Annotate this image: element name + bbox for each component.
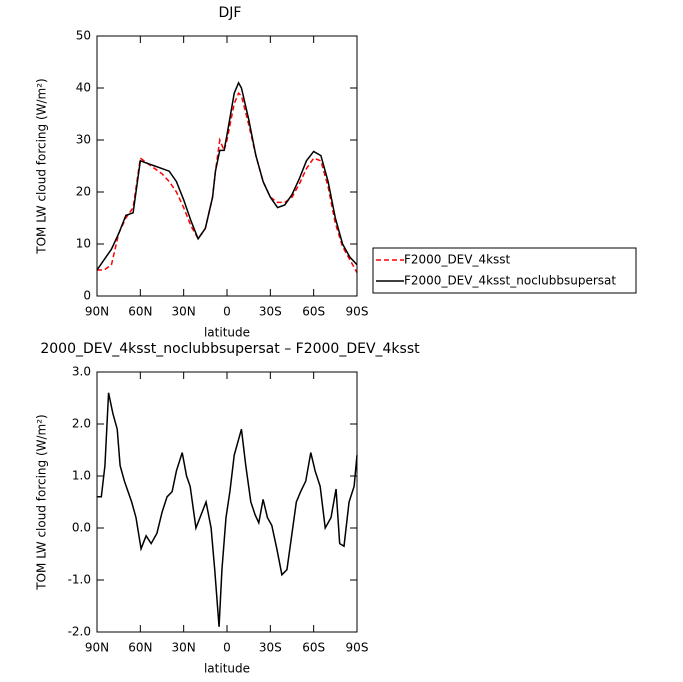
x-tick-label: 60N — [128, 305, 152, 319]
data-line — [97, 91, 358, 273]
y-tick-label: 50 — [76, 29, 91, 43]
x-axis-label: latitude — [204, 326, 250, 340]
chart-title: 2000_DEV_4ksst_noclubbsupersat – F2000_D… — [40, 341, 420, 357]
y-tick-label: 30 — [76, 133, 91, 147]
y-tick-label: 20 — [76, 185, 91, 199]
y-tick-label: 0.0 — [72, 521, 91, 535]
chart-title: DJF — [219, 5, 242, 21]
x-axis-label: latitude — [204, 662, 250, 676]
plot-frame — [96, 371, 358, 633]
x-tick-label: 60N — [128, 641, 152, 655]
x-tick-label: 60S — [302, 641, 325, 655]
x-tick-label: 30S — [259, 641, 282, 655]
y-tick-label: 0 — [83, 289, 91, 303]
y-tick-label: 1.0 — [72, 469, 91, 483]
x-tick-label: 0 — [223, 305, 231, 319]
y-tick-label: -2.0 — [68, 625, 91, 639]
y-tick-label: -1.0 — [68, 573, 91, 587]
legend-label: F2000_DEV_4ksst — [404, 253, 511, 267]
plot-frame — [96, 35, 358, 297]
x-tick-label: 90N — [85, 305, 109, 319]
x-tick-label: 30N — [172, 305, 196, 319]
x-tick-label: 0 — [223, 641, 231, 655]
y-axis-label: TOM LW cloud forcing (W/m²) — [35, 78, 49, 255]
x-tick-label: 30N — [172, 641, 196, 655]
y-axis-label: TOM LW cloud forcing (W/m²) — [35, 414, 49, 591]
y-tick-label: 2.0 — [72, 417, 91, 431]
x-tick-label: 90S — [346, 305, 369, 319]
y-tick-label: 10 — [76, 237, 91, 251]
y-tick-label: 3.0 — [72, 365, 91, 379]
legend-box — [372, 247, 637, 294]
x-tick-label: 90S — [346, 641, 369, 655]
x-tick-label: 90N — [85, 641, 109, 655]
data-line — [97, 392, 358, 627]
x-tick-label: 30S — [259, 305, 282, 319]
legend-label: F2000_DEV_4ksst_noclubbsupersat — [404, 274, 616, 288]
data-line — [96, 81, 358, 271]
y-tick-label: 40 — [76, 81, 91, 95]
x-tick-label: 60S — [302, 305, 325, 319]
